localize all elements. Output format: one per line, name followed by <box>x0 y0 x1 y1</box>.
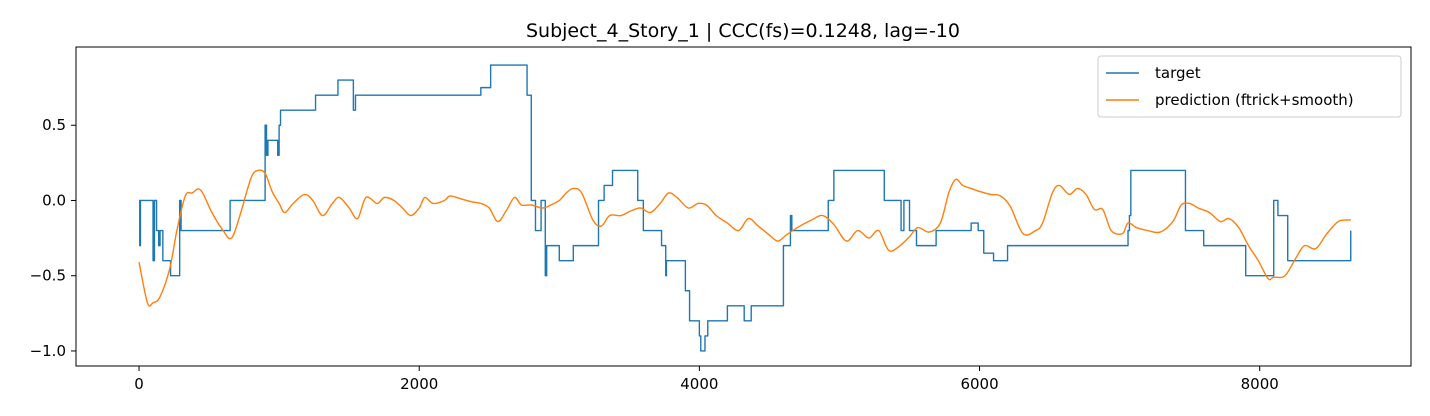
legend-box <box>1097 55 1402 118</box>
legend-label-target: target <box>1155 64 1201 82</box>
y-tick-label: −0.5 <box>30 267 66 285</box>
y-tick-label: −1.0 <box>30 342 66 360</box>
x-axis: 0 2000 4000 6000 8000 <box>134 366 1279 393</box>
y-tick-label: 0.5 <box>42 116 66 134</box>
series-line-target <box>139 64 1352 352</box>
plot-area-frame <box>75 46 1412 367</box>
legend-label-prediction: prediction (ftrick+smooth) <box>1155 91 1354 109</box>
series-line-prediction <box>138 169 1351 307</box>
y-axis: 0.5 0.0 −0.5 −1.0 <box>30 116 76 360</box>
x-tick-label: 0 <box>134 375 144 393</box>
x-tick-label: 8000 <box>1241 375 1279 393</box>
x-tick-label: 4000 <box>680 375 718 393</box>
x-tick-label: 2000 <box>400 375 438 393</box>
x-tick-label: 6000 <box>960 375 998 393</box>
legend: target prediction (ftrick+smooth) <box>1097 55 1402 118</box>
y-tick-label: 0.0 <box>42 191 66 209</box>
chart-title: Subject_4_Story_1 | CCC(fs)=0.1248, lag=… <box>526 20 960 42</box>
